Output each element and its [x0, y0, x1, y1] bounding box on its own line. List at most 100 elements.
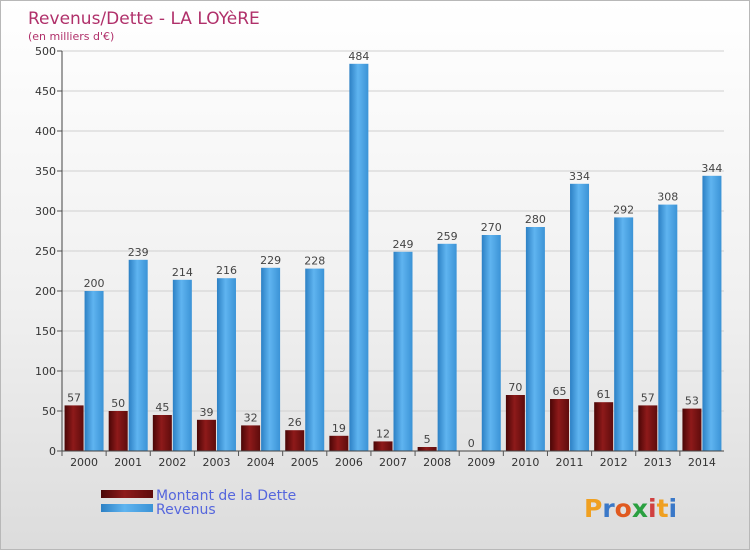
debt-value-label: 57 [641, 391, 655, 404]
debt-bar [417, 447, 437, 451]
logo-letter: i [669, 494, 678, 523]
debt-value-label: 61 [597, 388, 611, 401]
revenue-bar [570, 183, 590, 452]
y-tick-label: 450 [35, 85, 56, 98]
revenue-value-label: 344 [701, 162, 722, 175]
debt-bar [550, 399, 570, 451]
chart-subtitle: (en milliers d'€) [28, 30, 114, 43]
debt-bar [682, 408, 702, 451]
revenue-value-label: 214 [172, 266, 193, 279]
x-tick-label: 2008 [423, 456, 451, 469]
revenue-value-label: 270 [481, 221, 502, 234]
logo-text: Proxiti [584, 494, 677, 523]
x-tick-label: 2013 [644, 456, 672, 469]
legend-swatch [101, 504, 153, 512]
y-tick-label: 500 [35, 45, 56, 58]
debt-bar [373, 441, 393, 451]
legend-label: Montant de la Dette [156, 488, 296, 504]
revenue-bar [437, 243, 457, 451]
debt-bar [505, 395, 525, 451]
revenue-bar [305, 268, 325, 451]
logo-letter: o [615, 494, 632, 523]
revenue-value-label: 200 [84, 277, 105, 290]
legend-swatch [101, 490, 153, 498]
revenue-value-label: 216 [216, 264, 237, 277]
revenue-value-label: 229 [260, 254, 281, 267]
debt-value-label: 65 [553, 385, 567, 398]
revenue-value-label: 308 [657, 191, 678, 204]
debt-value-label: 39 [199, 406, 213, 419]
revenue-bar [172, 279, 192, 451]
revenue-value-label: 334 [569, 170, 590, 183]
debt-bar [152, 415, 172, 451]
revenue-bar [349, 63, 369, 452]
x-tick-label: 2009 [467, 456, 495, 469]
y-tick-label: 200 [35, 285, 56, 298]
debt-value-label: 70 [508, 381, 522, 394]
y-tick-label: 300 [35, 205, 56, 218]
x-tick-label: 2005 [291, 456, 319, 469]
y-tick-label: 150 [35, 325, 56, 338]
debt-bar [64, 405, 84, 451]
revenue-value-label: 280 [525, 213, 546, 226]
revenue-bar [393, 251, 413, 451]
debt-value-label: 32 [244, 411, 258, 424]
debt-value-label: 53 [685, 395, 699, 408]
debt-value-label: 5 [424, 433, 431, 446]
debt-bar [108, 411, 128, 451]
debt-value-label: 19 [332, 422, 346, 435]
revenue-bar [261, 267, 281, 451]
revenue-bar [658, 204, 678, 451]
debt-bar [241, 425, 261, 451]
revenue-value-label: 484 [348, 50, 369, 63]
revenue-bar [702, 175, 722, 452]
debt-bar [196, 419, 216, 451]
debt-value-label: 45 [155, 401, 169, 414]
revenue-value-label: 239 [128, 246, 149, 259]
revenue-bar [128, 259, 148, 451]
revenue-bar [216, 278, 236, 451]
debt-bar [329, 435, 349, 451]
legend-label: Revenus [156, 502, 216, 518]
x-tick-label: 2000 [70, 456, 98, 469]
debt-bar [594, 402, 614, 451]
revenue-bar [525, 227, 545, 451]
debt-bar [638, 405, 658, 451]
x-tick-label: 2010 [511, 456, 539, 469]
revenue-bar [84, 291, 104, 451]
debt-bar [285, 430, 305, 451]
x-tick-label: 2002 [158, 456, 186, 469]
logo-letter: x [632, 494, 648, 523]
y-tick-label: 50 [42, 405, 56, 418]
revenue-bar [481, 235, 501, 451]
x-tick-label: 2001 [114, 456, 142, 469]
y-tick-label: 0 [49, 445, 56, 458]
x-tick-label: 2003 [202, 456, 230, 469]
y-tick-label: 400 [35, 125, 56, 138]
y-tick-label: 100 [35, 365, 56, 378]
revenue-value-label: 228 [304, 255, 325, 268]
debt-value-label: 0 [468, 437, 475, 450]
y-tick-label: 350 [35, 165, 56, 178]
debt-value-label: 50 [111, 397, 125, 410]
logo-letter: i [648, 494, 657, 523]
x-tick-label: 2007 [379, 456, 407, 469]
x-tick-label: 2012 [600, 456, 628, 469]
x-tick-label: 2004 [247, 456, 275, 469]
revenue-value-label: 292 [613, 203, 634, 216]
revenue-value-label: 249 [393, 238, 414, 251]
revenue-value-label: 259 [437, 230, 458, 243]
debt-value-label: 26 [288, 416, 302, 429]
chart-title: Revenus/Dette - LA LOYèRE [28, 9, 260, 29]
x-tick-label: 2011 [556, 456, 584, 469]
debt-value-label: 57 [67, 391, 81, 404]
y-tick-label: 250 [35, 245, 56, 258]
x-tick-label: 2014 [688, 456, 716, 469]
proxiti-logo: Proxiti [584, 494, 677, 523]
logo-letter: r [602, 494, 615, 523]
x-tick-label: 2006 [335, 456, 363, 469]
debt-value-label: 12 [376, 427, 390, 440]
